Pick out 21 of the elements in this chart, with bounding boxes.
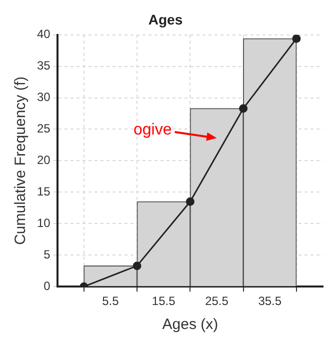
x-axis-title: Ages (x) [162,316,218,334]
x-tick-label: 35.5 [258,294,282,308]
point [292,34,301,43]
y-tick-label: 20 [36,153,51,168]
x-tick-label: 5.5 [102,294,120,308]
y-tick-label: 30 [36,90,51,104]
chart-title: Ages [148,11,183,28]
y-tick-label: 25 [36,122,51,136]
y-tick-label: 40 [36,27,51,42]
y-tick-label: 0 [44,278,51,293]
y-axis-title: Cumulative Frequency (f) [12,76,30,245]
annotation: ogive [133,121,172,138]
y-tick-label: 35 [36,58,51,73]
point [132,262,142,270]
x-tick-label: 25.5 [205,294,229,308]
y-tick-label: 10 [36,216,51,230]
x-tick-label: 15.5 [152,294,176,308]
y-tick-label: 15 [36,184,51,198]
point [239,104,248,113]
point [186,197,194,206]
y-tick-label: 5 [44,247,51,262]
